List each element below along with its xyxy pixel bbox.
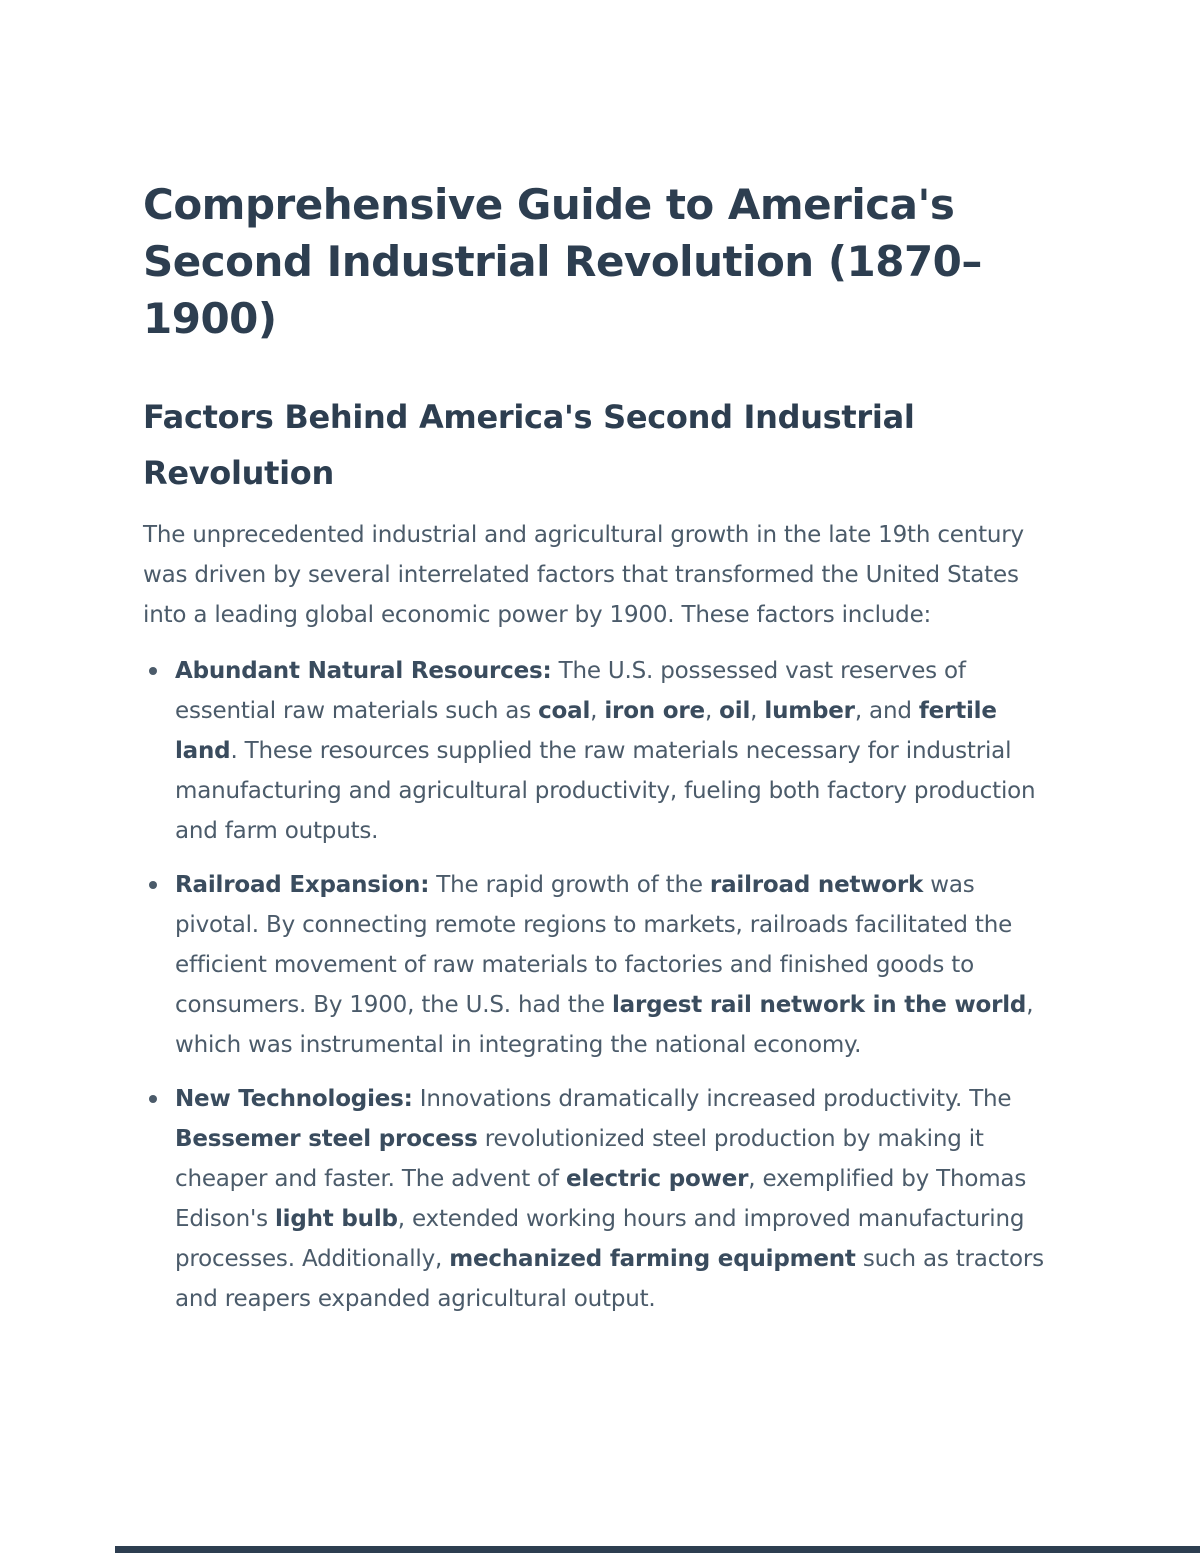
bottom-cutoff-element-edge [115,1546,1200,1553]
bold-text-segment: oil [719,698,751,724]
text-segment: , [704,698,720,724]
factors-list: Abundant Natural Resources: The U.S. pos… [143,651,1058,1319]
bold-text-segment: Railroad Expansion: [175,872,430,898]
bold-text-segment: fertile land [175,698,997,764]
list-item-abundant-natural-resources: Abundant Natural Resources: The U.S. pos… [143,651,1058,851]
bold-text-segment: railroad network [709,872,924,898]
document-page-content: Comprehensive Guide to America's Second … [143,176,1058,1333]
text-segment: was pivotal. By connecting remote region… [175,872,1013,1018]
document-title: Comprehensive Guide to America's Second … [143,180,982,343]
text-segment: , and [854,698,919,724]
text-segment: such as tractors and reapers expanded ag… [175,1246,1044,1312]
text-segment: , [750,698,765,724]
text-segment: , [590,698,605,724]
bold-text-segment: iron ore [604,698,705,724]
text-segment: revolutionized steel production by makin… [175,1126,984,1192]
text-segment: The U.S. possessed vast reserves of esse… [175,658,966,724]
text-segment: The rapid growth of the [429,872,710,898]
bold-text-segment: electric power [566,1166,749,1192]
list-item-railroad-expansion: Railroad Expansion: The rapid growth of … [143,865,1058,1065]
list-item-new-technologies: New Technologies: Innovations dramatical… [143,1079,1058,1319]
text-segment: , extended working hours and improved ma… [175,1206,1025,1272]
bold-text-segment: Abundant Natural Resources: [175,658,552,684]
intro-paragraph: The unprecedented industrial and agricul… [143,522,1024,628]
bullet-icon [149,667,157,675]
bold-text-segment: light bulb [274,1206,398,1232]
text-segment: , exemplified by Thomas Edison's [175,1166,1027,1232]
bullet-icon [149,881,157,889]
text-segment: Innovations dramatically increased produ… [412,1086,1012,1112]
bold-text-segment: largest rail network in the world [612,992,1027,1018]
bold-text-segment: mechanized farming equipment [449,1246,856,1272]
text-segment: . These resources supplied the raw mater… [175,738,1036,844]
text-segment: , which was instrumental in integrating … [175,992,1034,1058]
bold-text-segment: New Technologies: [175,1086,413,1112]
bold-text-segment: coal [538,698,591,724]
section-heading: Factors Behind America's Second Industri… [143,398,915,492]
bold-text-segment: Bessemer steel process [175,1126,478,1152]
bullet-icon [149,1095,157,1103]
bold-text-segment: lumber [764,698,855,724]
